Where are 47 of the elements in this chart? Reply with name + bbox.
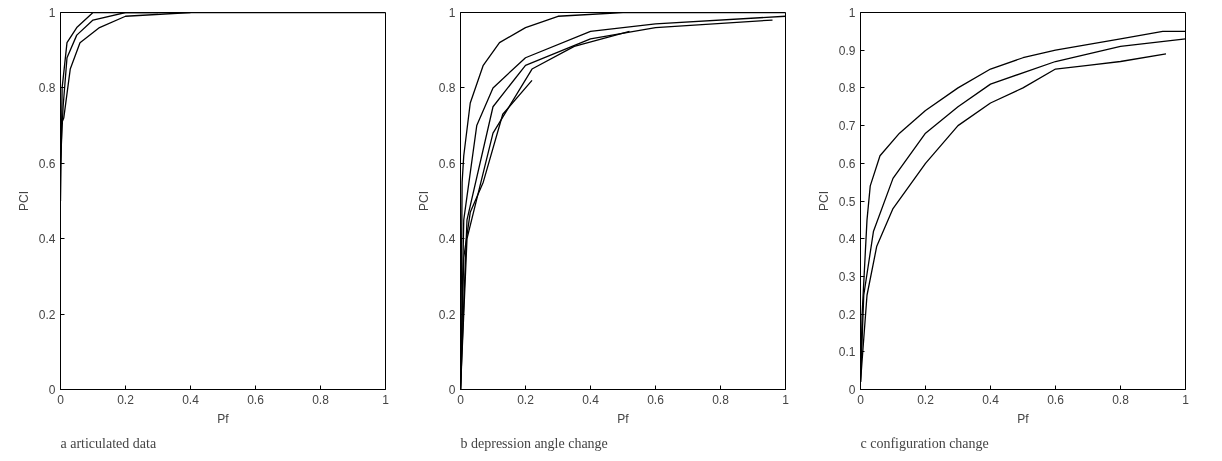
y-tick-label: 0.1 [838, 345, 856, 360]
x-tick-label: 0.8 [1112, 392, 1130, 407]
y-tick-label: 0.8 [838, 81, 856, 96]
x-tick-label: 0.4 [982, 392, 1000, 407]
y-tick-label: 0.9 [838, 43, 856, 58]
y-axis-title: PCI [16, 190, 31, 211]
y-tick-label: 0.3 [838, 269, 856, 284]
y-tick-label: 0 [48, 383, 56, 397]
text: b depression angle change [460, 435, 608, 451]
x-tick-label: 0.4 [582, 392, 600, 407]
y-tick-label: 0.6 [838, 156, 856, 171]
text: a articulated data [60, 435, 157, 451]
x-tick-label: 0.2 [917, 392, 935, 407]
x-tick-label: 1 [1182, 392, 1190, 407]
x-tick-label: 0.2 [517, 392, 535, 407]
x-tick-label: 0.8 [312, 392, 330, 407]
x-tick-label: 0.2 [117, 392, 135, 407]
y-tick-label: 0.4 [38, 232, 56, 247]
y-tick-label: 0.6 [38, 156, 56, 171]
x-tick-label: 0.4 [182, 392, 200, 407]
y-axis-title: PCI [816, 190, 831, 211]
y-tick-label: 1 [48, 6, 56, 20]
x-axis-title: Pf [1017, 411, 1030, 426]
x-tick-label: 0.8 [712, 392, 730, 407]
y-tick-label: 0.8 [438, 81, 456, 96]
x-axis-title: Pf [217, 411, 230, 426]
y-tick-label: 0.8 [38, 81, 56, 96]
y-tick-label: 0.6 [438, 156, 456, 171]
y-tick-label: 0.4 [838, 232, 856, 247]
text: c configuration change [860, 435, 989, 451]
y-tick-label: 0.5 [838, 194, 856, 209]
y-tick-label: 0.4 [438, 232, 456, 247]
x-tick-label: 1 [382, 392, 390, 407]
x-tick-label: 0.6 [647, 392, 665, 407]
y-tick-label: 0 [848, 383, 856, 397]
y-axis-title: PCI [416, 190, 431, 211]
y-tick-label: 1 [848, 6, 856, 20]
x-axis-title: Pf [617, 411, 630, 426]
y-tick-label: 0 [448, 383, 456, 397]
x-tick-label: 1 [782, 392, 790, 407]
y-tick-label: 0.7 [838, 119, 856, 134]
y-tick-label: 1 [448, 6, 456, 20]
y-tick-label: 0.2 [438, 307, 456, 322]
y-tick-label: 0.2 [838, 307, 856, 322]
x-tick-label: 0.6 [247, 392, 265, 407]
y-tick-label: 0.2 [38, 307, 56, 322]
x-tick-label: 0.6 [1047, 392, 1065, 407]
